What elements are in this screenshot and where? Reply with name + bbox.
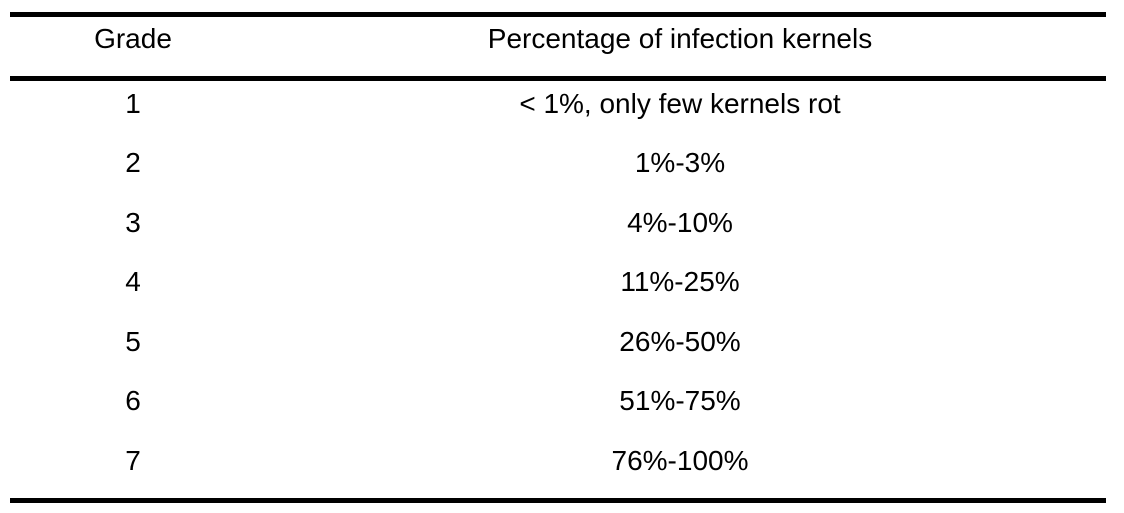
table-bottom-rule <box>10 498 1106 503</box>
table-header-rule <box>10 76 1106 81</box>
percentage-cell: 51%-75% <box>619 385 741 416</box>
grade-cell: 6 <box>125 385 141 416</box>
percentage-cell: 4%-10% <box>627 207 733 238</box>
grade-cell: 1 <box>125 88 141 119</box>
header-grade: Grade <box>94 23 172 54</box>
grade-cell: 4 <box>125 266 141 297</box>
percentage-cell: 76%-100% <box>611 445 749 476</box>
header-percentage: Percentage of infection kernels <box>487 23 873 54</box>
table-top-rule <box>10 12 1106 17</box>
grade-cell: 2 <box>125 147 141 178</box>
percentage-cell: 26%-50% <box>619 326 741 357</box>
grade-cell: 3 <box>125 207 141 238</box>
grade-cell: 7 <box>125 445 141 476</box>
percentage-cell: 1%-3% <box>634 147 726 178</box>
percentage-cell: < 1%, only few kernels rot <box>519 88 841 119</box>
percentage-cell: 11%-25% <box>620 266 740 297</box>
grade-cell: 5 <box>125 326 141 357</box>
